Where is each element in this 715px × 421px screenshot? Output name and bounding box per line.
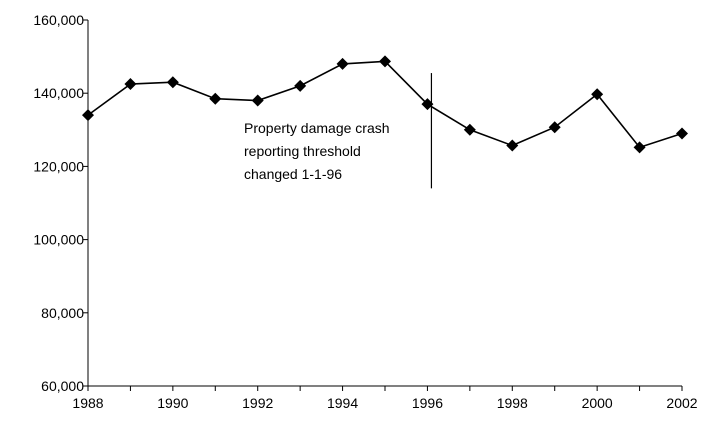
x-tick-label: 1992 [242,395,273,411]
data-point [421,98,434,111]
annotation-line-1: Property damage crash [244,120,390,136]
x-tick-label: 1988 [72,395,103,411]
x-tick-label: 2000 [582,395,613,411]
data-point [591,88,604,101]
data-point [82,109,94,122]
plot-area [87,20,682,387]
data-point [506,139,519,152]
data-point [294,79,307,92]
data-point [336,57,349,70]
y-tick-label: 140,000 [33,85,84,101]
y-tick-label: 80,000 [41,305,84,321]
annotation: Property damage crash reporting threshol… [244,73,433,189]
data-point [124,78,137,91]
y-tick-label: 60,000 [41,378,84,394]
data-point [676,127,688,140]
annotation-line-2: reporting threshold [244,143,361,159]
x-tick-label: 2002 [666,395,697,411]
series [82,55,688,154]
y-tick-label: 160,000 [33,12,84,28]
data-point [633,141,646,154]
x-tick-label: 1996 [412,395,443,411]
x-tick-label: 1994 [327,395,358,411]
x-tick-label: 1990 [157,395,188,411]
y-tick-label: 100,000 [33,232,84,248]
x-tick-label: 1998 [497,395,528,411]
x-axis-ticks: 1988 1990 1992 1994 1996 1998 2000 2002 [72,386,698,411]
data-point [209,92,222,105]
data-point [463,123,476,136]
y-axis-ticks: 60,000 80,000 100,000 120,000 140,000 160,000 [33,12,88,394]
data-point [379,55,391,68]
y-tick-label: 120,000 [33,158,84,174]
data-point [251,94,264,107]
data-point [548,121,561,134]
data-point [166,76,179,89]
annotation-line-3: changed 1-1-96 [244,166,342,182]
